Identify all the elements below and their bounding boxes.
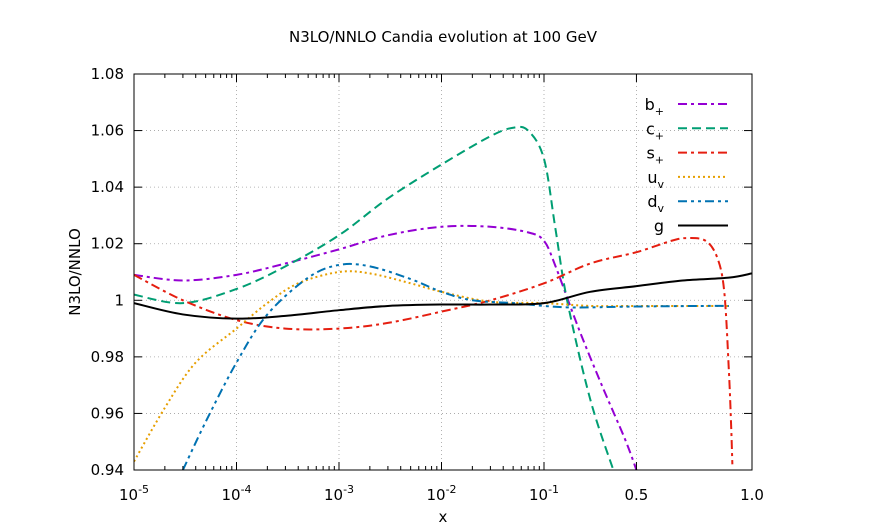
series-line-bplus <box>134 224 638 470</box>
x-tick-label: 10-2 <box>426 483 456 504</box>
series-line-g <box>134 272 752 320</box>
y-tick-label: 1 <box>114 291 124 309</box>
y-tick-label: 1.06 <box>91 122 124 140</box>
y-tick-label: 0.98 <box>91 348 124 366</box>
series-line-splus <box>134 237 734 465</box>
y-tick-label: 1.02 <box>91 235 124 253</box>
x-axis-label: x <box>439 508 448 526</box>
plot-area <box>134 125 752 470</box>
legend-label: b+ <box>645 95 664 118</box>
legend-label: c+ <box>646 119 664 142</box>
x-tick-label: 0.5 <box>625 486 649 504</box>
x-tick-label: 10-1 <box>529 483 559 504</box>
y-tick-label: 1.08 <box>91 65 124 83</box>
chart-title: N3LO/NNLO Candia evolution at 100 GeV <box>289 28 598 46</box>
y-tick-label: 0.94 <box>91 461 124 479</box>
x-tick-label: 10-4 <box>221 483 251 504</box>
series-line-uv <box>134 270 729 463</box>
x-tick-label: 1.0 <box>740 486 764 504</box>
x-tick-label: 10-3 <box>324 483 354 504</box>
legend-label: uv <box>647 168 664 191</box>
y-tick-label: 0.96 <box>91 404 124 422</box>
plot-frame <box>133 73 753 471</box>
legend-label: s+ <box>646 144 664 167</box>
series-line-cplus <box>134 125 615 470</box>
x-tick-label: 10-5 <box>119 483 149 504</box>
legend-label: g <box>654 217 664 236</box>
legend-label: dv <box>647 192 664 215</box>
y-axis-label: N3LO/NNLO <box>66 228 84 316</box>
axis-ticks: 0.94 0.96 0.98 1 1.02 1.04 1.06 1.08 10-5 10-4 10-… <box>91 65 764 504</box>
series-line-dv <box>181 262 729 470</box>
grid <box>134 74 752 470</box>
y-tick-label: 1.04 <box>91 178 124 196</box>
